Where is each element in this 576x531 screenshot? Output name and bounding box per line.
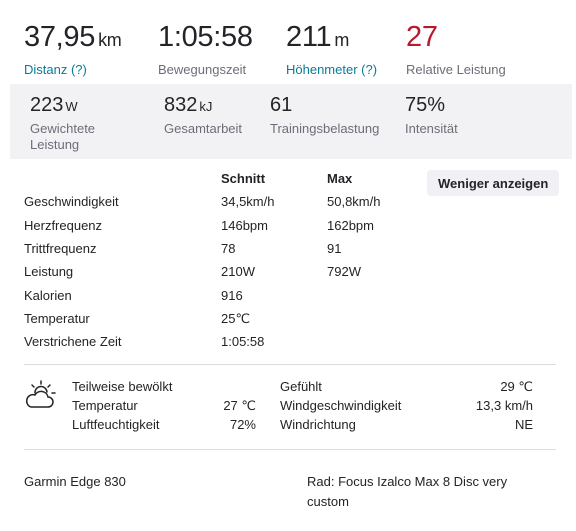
- stat-value: 1:05:58: [158, 21, 253, 53]
- weather-value: 27 ℃: [223, 398, 256, 413]
- divider: [24, 449, 556, 450]
- stat-value: 223 W: [30, 94, 78, 116]
- weather-value: 72%: [229, 417, 256, 432]
- partly-cloudy-icon: [24, 380, 58, 410]
- row-max: 91: [327, 241, 342, 256]
- row-avg: 78: [221, 241, 236, 256]
- stat-label: Trainingsbelastung: [270, 121, 380, 136]
- stat-moving-time: 1:05:58 Bewegungszeit: [158, 20, 256, 77]
- table-row: Herzfrequenz 146bpm 162bpm: [0, 218, 576, 238]
- bike-name: Rad: Focus Izalco Max 8 Disc very custom: [307, 474, 508, 509]
- stat-value: 37,95 km: [24, 21, 122, 53]
- row-label: Temperatur: [24, 311, 90, 326]
- stat-training-load: 61 Trainingsbelastung: [270, 94, 379, 137]
- row-label: Kalorien: [24, 288, 72, 303]
- row-avg: 34,5km/h: [221, 194, 275, 209]
- weather-label: Gefühlt: [280, 379, 322, 394]
- show-less-button[interactable]: Weniger anzeigen: [427, 170, 560, 196]
- stat-unit: W: [65, 99, 78, 114]
- weather-label: Luftfeuchtigkeit: [72, 417, 160, 432]
- row-label: Verstrichene Zeit: [24, 334, 122, 349]
- device-name: Garmin Edge 830: [24, 474, 126, 489]
- stat-elevation: 211 m Höhenmeter (?): [286, 20, 377, 77]
- stat-value: 211 m: [286, 21, 350, 53]
- secondary-stats: 223 W Gewichtete Leistung 832 kJ Gesamtarb…: [10, 84, 572, 159]
- row-avg: 916: [221, 288, 243, 303]
- stat-weighted-power: 223 W Gewichtete Leistung: [30, 94, 140, 153]
- table-row: Kalorien 916: [0, 288, 576, 308]
- row-label: Herzfrequenz: [24, 218, 103, 233]
- row-label: Leistung: [24, 264, 74, 279]
- stat-distance: 37,95 km Distanz (?): [24, 20, 122, 77]
- stat-unit: km: [98, 30, 122, 50]
- primary-stats: 37,95 km Distanz (?) 1:05:58 Bewegungszei…: [0, 0, 576, 84]
- stat-relative-effort[interactable]: 27 Relative Leistung: [406, 20, 506, 77]
- weather-label: Temperatur: [72, 398, 138, 413]
- stat-value: 61: [270, 94, 293, 116]
- row-max: 792W: [327, 264, 361, 279]
- table-row: Trittfrequenz 78 91: [0, 241, 576, 261]
- weather-value: 29 ℃: [500, 379, 533, 394]
- table-row: Verstrichene Zeit 1:05:58: [0, 334, 576, 354]
- row-avg: 1:05:58: [221, 334, 265, 349]
- divider: [24, 364, 556, 365]
- column-header-avg: Schnitt: [221, 171, 266, 186]
- stat-label: Gewichtete Leistung: [30, 121, 96, 152]
- weather-value: 13,3 km/h: [475, 398, 533, 413]
- stat-unit: m: [334, 30, 350, 50]
- stat-unit: kJ: [199, 99, 213, 114]
- stat-label: Relative Leistung: [406, 62, 506, 77]
- stat-intensity: 75% Intensität: [405, 94, 458, 137]
- stat-total-work: 832 kJ Gesamtarbeit: [164, 94, 242, 137]
- stat-value: 832 kJ: [164, 94, 213, 116]
- stat-label: Bewegungszeit: [158, 62, 247, 77]
- stat-value: 75%: [405, 94, 446, 116]
- row-max: 50,8km/h: [327, 194, 381, 209]
- table-row: Geschwindigkeit 34,5km/h 50,8km/h: [0, 194, 576, 214]
- weather-label: Windgeschwindigkeit: [280, 398, 402, 413]
- weather-condition: Teilweise bewölkt: [72, 379, 173, 394]
- column-header-max: Max: [327, 171, 353, 186]
- row-avg: 210W: [221, 264, 255, 279]
- weather-value: NE: [514, 417, 533, 432]
- stat-label: Gesamtarbeit: [164, 121, 243, 136]
- stat-value: 27: [406, 21, 438, 53]
- stat-label: Intensität: [405, 121, 458, 136]
- elevation-help-link[interactable]: Höhenmeter (?): [286, 62, 378, 77]
- weather-label: Windrichtung: [280, 417, 356, 432]
- row-max: 162bpm: [327, 218, 374, 233]
- distance-help-link[interactable]: Distanz (?): [24, 62, 87, 77]
- table-row: Temperatur 25℃: [0, 311, 576, 331]
- row-avg: 25℃: [221, 311, 251, 326]
- row-label: Geschwindigkeit: [24, 194, 119, 209]
- table-row: Leistung 210W 792W: [0, 264, 576, 284]
- row-avg: 146bpm: [221, 218, 268, 233]
- row-label: Trittfrequenz: [24, 241, 97, 256]
